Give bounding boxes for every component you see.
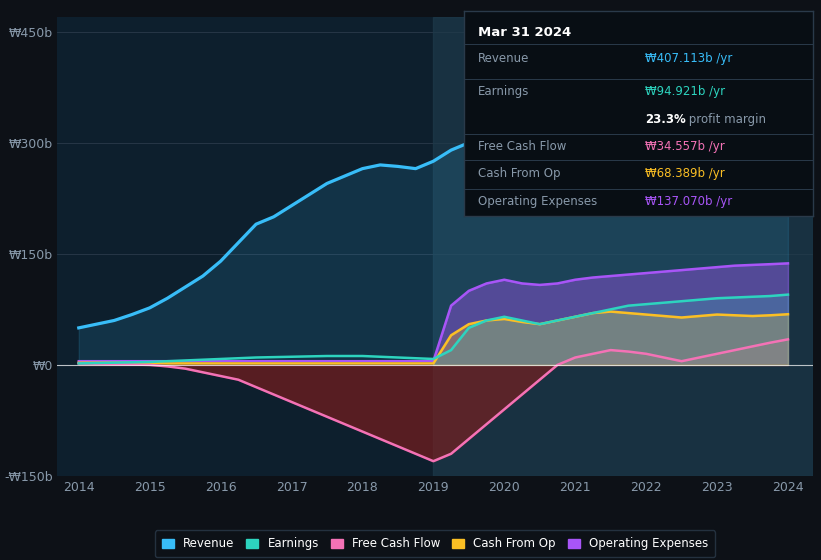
Legend: Revenue, Earnings, Free Cash Flow, Cash From Op, Operating Expenses: Revenue, Earnings, Free Cash Flow, Cash … — [155, 530, 715, 557]
Text: ₩68.389b /yr: ₩68.389b /yr — [645, 166, 725, 180]
Text: ₩34.557b /yr: ₩34.557b /yr — [645, 140, 725, 153]
Text: Mar 31 2024: Mar 31 2024 — [478, 26, 571, 39]
Text: Operating Expenses: Operating Expenses — [478, 195, 597, 208]
Text: Revenue: Revenue — [478, 52, 530, 65]
Text: profit margin: profit margin — [686, 114, 767, 127]
Text: Free Cash Flow: Free Cash Flow — [478, 140, 566, 153]
Text: ₩137.070b /yr: ₩137.070b /yr — [645, 195, 732, 208]
Text: Earnings: Earnings — [478, 85, 530, 98]
Text: ₩407.113b /yr: ₩407.113b /yr — [645, 52, 732, 65]
Bar — [433, 17, 813, 476]
Text: ₩94.921b /yr: ₩94.921b /yr — [645, 85, 726, 98]
Text: 23.3%: 23.3% — [645, 114, 686, 127]
Text: Cash From Op: Cash From Op — [478, 166, 560, 180]
